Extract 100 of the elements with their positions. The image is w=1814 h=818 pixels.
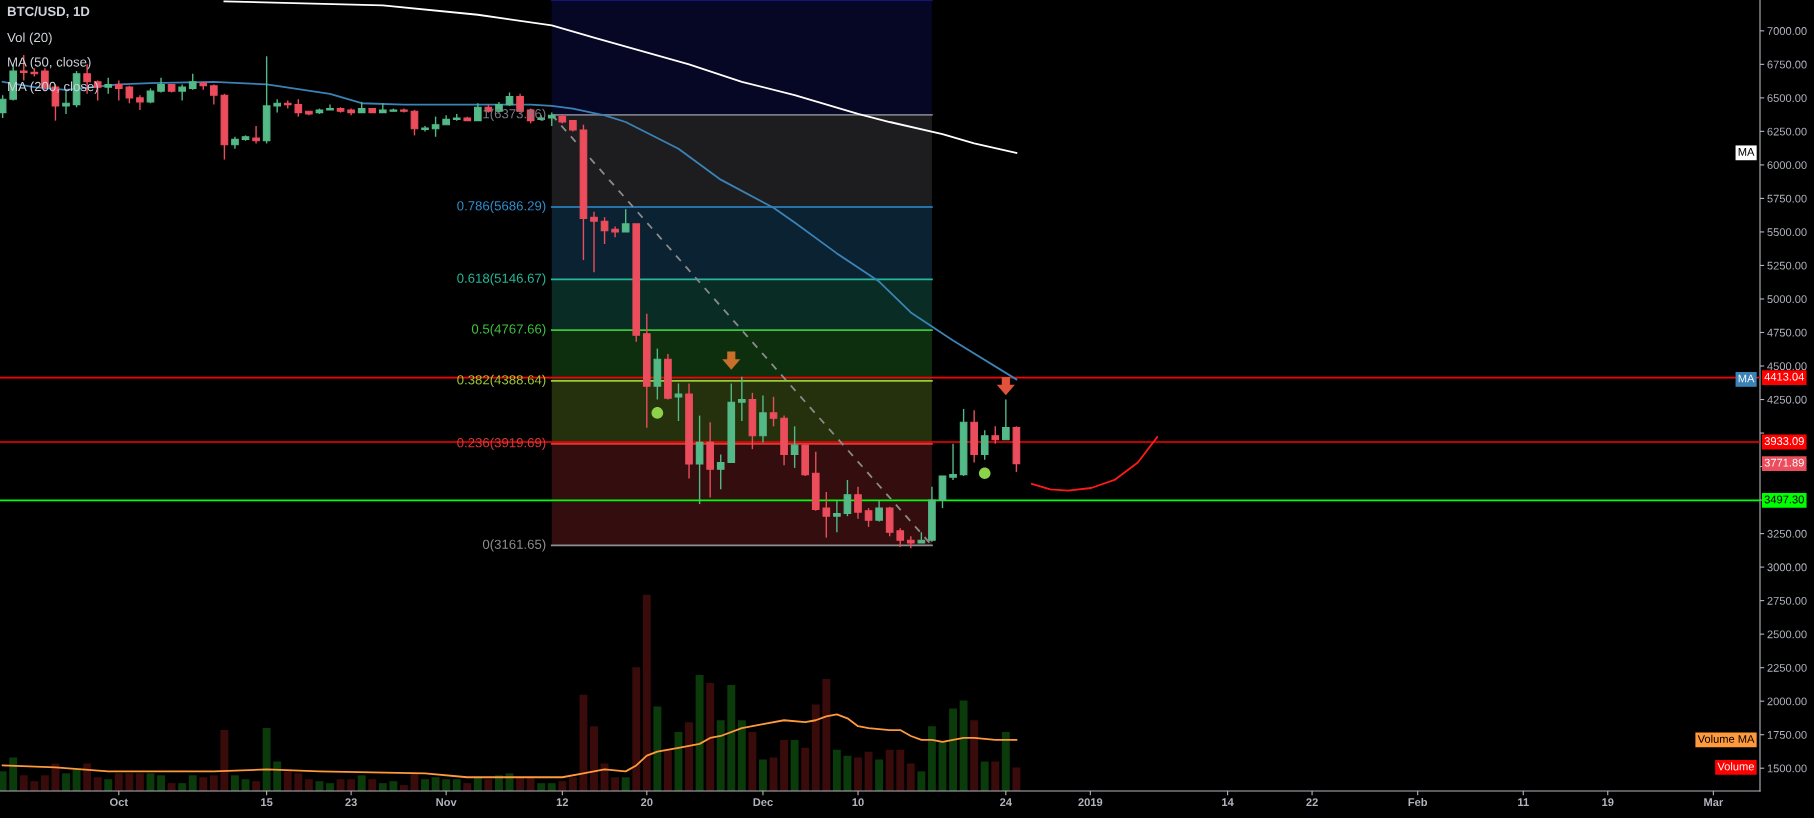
candlestick xyxy=(759,394,767,444)
bar xyxy=(83,763,92,791)
bar xyxy=(1001,732,1010,791)
bar xyxy=(759,759,767,791)
bar xyxy=(790,739,799,791)
bar xyxy=(642,594,651,791)
bar xyxy=(167,783,176,791)
bar xyxy=(822,678,831,791)
bar xyxy=(157,775,165,791)
candlestick xyxy=(738,376,746,422)
bar xyxy=(991,761,1000,791)
candlestick xyxy=(949,443,957,481)
bar xyxy=(72,769,81,791)
bar xyxy=(980,761,989,791)
bar xyxy=(1012,767,1021,791)
bar xyxy=(959,700,968,791)
y-tick-label: 5500.00 xyxy=(1767,228,1807,237)
bar xyxy=(663,749,672,791)
bar xyxy=(685,722,693,791)
candlestick xyxy=(621,208,630,233)
bar xyxy=(716,720,725,791)
bar xyxy=(40,775,49,791)
y-tick-label: 4750.00 xyxy=(1767,328,1807,337)
y-tick-label: 6500.00 xyxy=(1767,94,1807,102)
x-tick-label: 19 xyxy=(1602,798,1614,807)
x-tick-label: Dec xyxy=(753,798,773,807)
series-label: 0.5(4767.66) xyxy=(471,323,546,337)
ref-line-label: 3497.30 xyxy=(1764,495,1804,504)
bar xyxy=(421,779,429,791)
point xyxy=(996,377,1015,396)
bar xyxy=(885,749,894,791)
bar xyxy=(600,763,609,791)
bar xyxy=(780,739,789,791)
bar xyxy=(315,781,324,791)
bar xyxy=(949,708,957,791)
bar xyxy=(19,775,28,791)
y-tick-label: 1500.00 xyxy=(1767,764,1807,773)
bar xyxy=(326,783,334,791)
candlestick xyxy=(136,94,144,111)
x-tick-label: 12 xyxy=(556,798,569,806)
text: Volume MA xyxy=(1697,734,1755,743)
y-tick-label: 6250.00 xyxy=(1767,127,1807,136)
ref-line-label: 3933.09 xyxy=(1764,437,1804,445)
bar xyxy=(463,783,472,791)
x-tick-label: 23 xyxy=(345,798,357,807)
bar xyxy=(832,749,841,791)
series-label: 0.786(5686.29) xyxy=(457,200,546,214)
x-tick-label: 14 xyxy=(1222,798,1234,806)
text: 3771.89 xyxy=(1764,458,1804,467)
candlestick xyxy=(822,491,831,539)
line-series xyxy=(223,0,1018,154)
candlestick xyxy=(896,527,905,548)
bar xyxy=(252,781,261,791)
candlestick xyxy=(114,79,123,102)
bar xyxy=(706,682,715,791)
bar xyxy=(896,749,905,791)
bar xyxy=(378,783,387,791)
bar xyxy=(748,732,757,791)
bar xyxy=(209,775,218,791)
bar xyxy=(442,779,451,791)
bar xyxy=(906,763,915,791)
candlestick xyxy=(1002,398,1010,441)
bar xyxy=(283,771,292,791)
bar xyxy=(611,777,620,791)
candlestick xyxy=(252,125,260,145)
x-tick-label: Mar xyxy=(1704,798,1724,807)
bar xyxy=(843,755,852,791)
y-tick-label: 5000.00 xyxy=(1767,295,1807,304)
bar xyxy=(9,757,18,791)
y-tick-label: 3250.00 xyxy=(1767,529,1807,538)
series-label: 0.618(5146.67) xyxy=(457,273,546,286)
annotation: Vol (20) xyxy=(7,32,52,45)
candlestick xyxy=(864,507,873,528)
line-series xyxy=(1030,436,1159,492)
x-tick-label: 2019 xyxy=(1078,798,1103,807)
candlestick xyxy=(854,485,862,520)
candlestick xyxy=(590,211,598,273)
text: MA xyxy=(1738,374,1755,383)
y-tick-label: 4500.00 xyxy=(1767,362,1807,371)
bar xyxy=(864,751,873,791)
x-tick-label: Feb xyxy=(1408,797,1428,807)
bar xyxy=(0,771,7,791)
bar xyxy=(695,675,704,791)
bar xyxy=(632,667,641,791)
bar xyxy=(30,781,39,791)
bar xyxy=(568,777,577,791)
bar xyxy=(737,720,746,791)
bar xyxy=(452,779,461,791)
bar xyxy=(188,775,197,791)
bar xyxy=(135,773,144,791)
y-tick-label: 7000.00 xyxy=(1767,27,1807,35)
candlestick xyxy=(843,479,852,517)
bar xyxy=(62,773,70,791)
candlestick xyxy=(833,499,841,533)
x-tick-label: 10 xyxy=(852,798,864,807)
bar xyxy=(178,783,187,791)
bar xyxy=(801,747,810,791)
candlestick xyxy=(178,83,186,102)
bar xyxy=(199,777,208,791)
y-tick-label: 2250.00 xyxy=(1767,663,1807,672)
